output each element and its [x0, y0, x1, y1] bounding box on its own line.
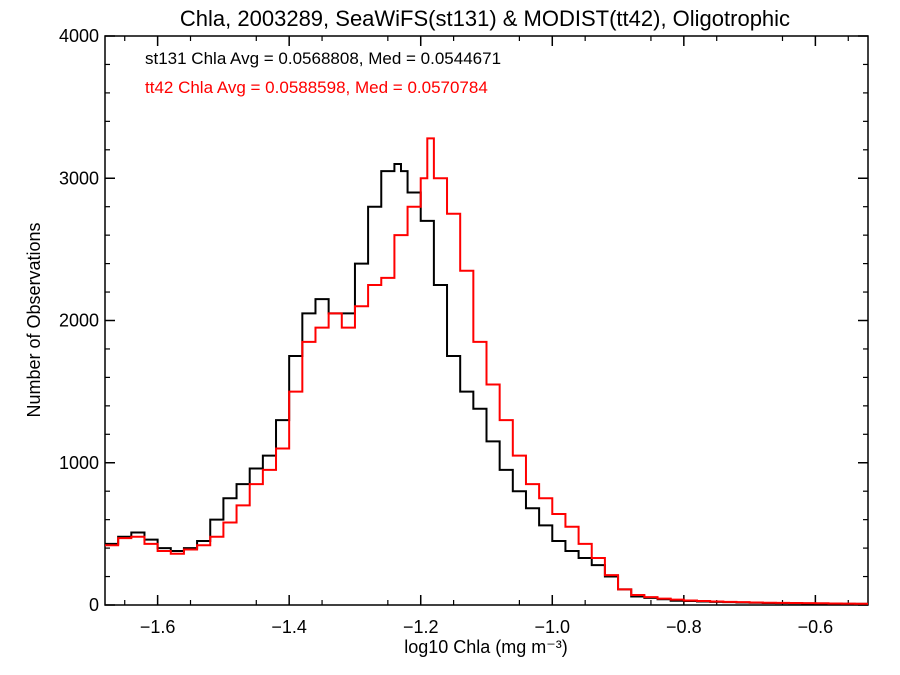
x-tick-label: −0.6	[798, 617, 834, 637]
y-tick-label: 1000	[59, 453, 99, 473]
x-axis: −1.6 −1.4 −1.2 −1.0 −0.8 −0.6	[124, 36, 849, 637]
annotation-st131: st131 Chla Avg = 0.0568808, Med = 0.0544…	[145, 49, 501, 68]
chart-title: Chla, 2003289, SeaWiFS(st131) & MODIST(t…	[180, 6, 790, 31]
y-tick-label: 4000	[59, 26, 99, 46]
x-tick-label: −1.4	[271, 617, 307, 637]
series-tt42-line	[105, 137, 868, 605]
x-tick-label: −1.6	[140, 617, 176, 637]
y-tick-label: 2000	[59, 311, 99, 331]
series-layer	[105, 137, 868, 605]
y-tick-label: 3000	[59, 168, 99, 188]
x-tick-label: −1.2	[403, 617, 439, 637]
x-tick-label: −0.8	[666, 617, 702, 637]
x-axis-title: log10 Chla (mg m⁻³)	[404, 637, 568, 657]
annotation-tt42: tt42 Chla Avg = 0.0588598, Med = 0.05707…	[145, 78, 488, 97]
y-axis-title: Number of Observations	[24, 222, 44, 417]
y-tick-label: 0	[89, 595, 99, 615]
y-axis: 0 1000 2000 3000 4000	[59, 26, 868, 615]
x-tick-label: −1.0	[535, 617, 571, 637]
